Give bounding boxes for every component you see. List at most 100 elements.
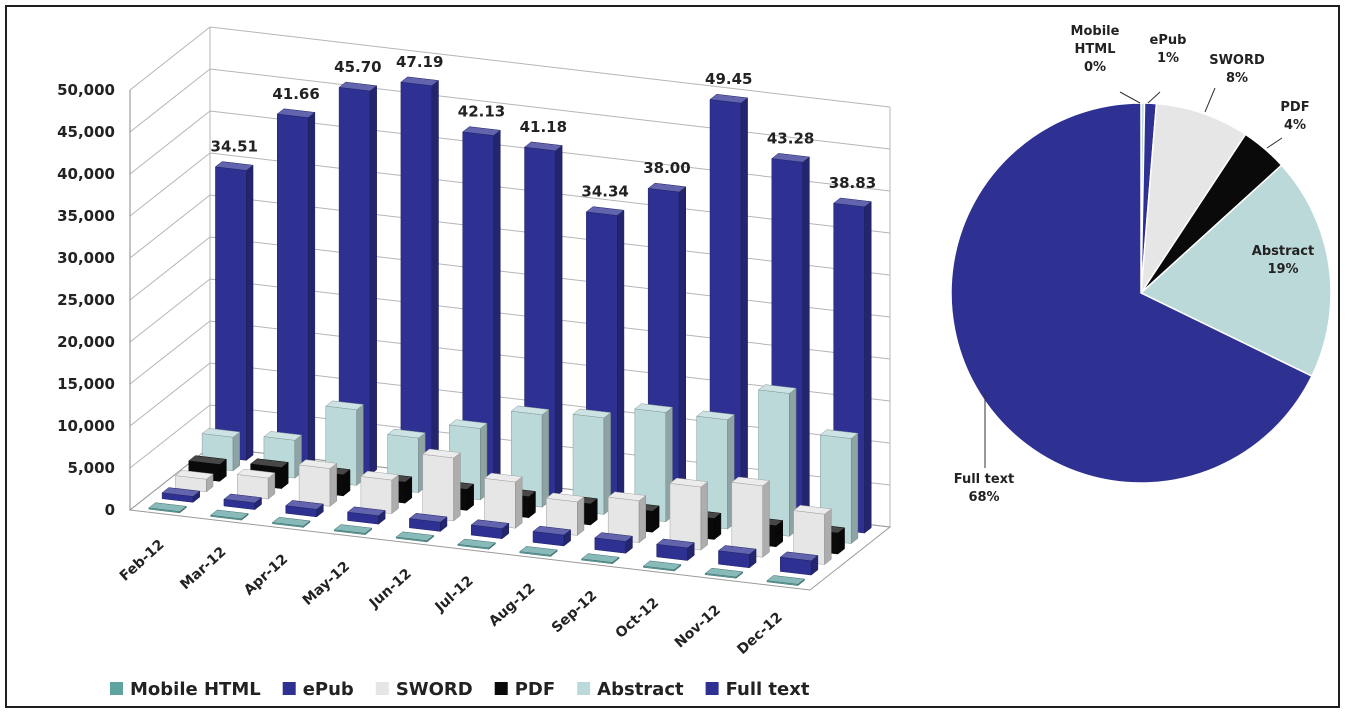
- legend: Mobile HTML ePub SWORD PDF Abstract Full text: [110, 679, 810, 700]
- data-label: 42.13: [458, 103, 505, 121]
- bar: [346, 506, 386, 525]
- bar: [470, 519, 510, 540]
- y-tick-label: 25,000: [57, 291, 115, 309]
- bar: [483, 472, 523, 529]
- bar: [148, 502, 187, 514]
- leader-line: [1266, 137, 1283, 149]
- bar: [360, 470, 400, 515]
- legend-swatch: [282, 682, 296, 695]
- pie-label-text: ePub: [1150, 33, 1187, 48]
- bar: [333, 524, 373, 536]
- y-tick-label: 40,000: [57, 165, 115, 183]
- gridline: [129, 26, 891, 108]
- bar: [285, 500, 324, 518]
- legend-swatch: [110, 682, 123, 695]
- pie-label-text: Full text: [954, 472, 1015, 487]
- bar: [174, 470, 214, 493]
- data-label: 47.19: [396, 53, 443, 71]
- bar: [793, 505, 832, 566]
- bar: [395, 531, 435, 543]
- pie-label: Full text 68%: [954, 393, 1015, 505]
- y-tick-label: 15,000: [57, 375, 115, 393]
- legend-swatch: [577, 682, 591, 695]
- pie-label: SWORD 8%: [1204, 53, 1265, 113]
- pie-slice: [1139, 164, 1332, 378]
- bar-chart-3d: 0 5,000 10,000 15,000 20,000 25,000 30,000 35,0…: [57, 26, 892, 658]
- pie-label-text: 0%: [1084, 60, 1106, 75]
- leader-line: [1119, 91, 1141, 104]
- y-tick-label: 30,000: [57, 249, 115, 267]
- pie-label-text: Mobile: [1071, 24, 1120, 39]
- pie-label-text: 8%: [1226, 71, 1248, 86]
- bar: [223, 493, 263, 511]
- bar: [276, 108, 316, 469]
- legend-label: Mobile HTML: [130, 679, 261, 700]
- bar: [338, 81, 378, 476]
- pie-label-text: 1%: [1157, 51, 1179, 66]
- y-tick-label: 0: [105, 501, 115, 519]
- leader-line: [1204, 87, 1216, 113]
- bar: [457, 538, 497, 550]
- legend-item: ePub: [282, 679, 354, 700]
- bar: [161, 487, 201, 503]
- data-label: 41.18: [520, 118, 567, 136]
- legend-label: PDF: [515, 679, 555, 700]
- legend-label: Full text: [726, 679, 810, 700]
- legend-item: Mobile HTML: [110, 679, 261, 700]
- data-label: 41.66: [272, 85, 319, 103]
- legend-item: SWORD: [375, 679, 473, 700]
- legend-label: ePub: [303, 679, 354, 700]
- x-tick-label: May-12: [300, 559, 353, 609]
- bar: [766, 575, 806, 587]
- floor: [128, 446, 892, 591]
- data-label: 49.45: [705, 70, 752, 88]
- pie-label: ePub 1%: [1147, 33, 1187, 104]
- bar: [209, 509, 249, 521]
- bar: [214, 161, 254, 461]
- x-tick-label: Sep-12: [549, 588, 601, 637]
- pie-label: Mobile HTML 0%: [1071, 24, 1141, 104]
- pie-label-text: HTML: [1075, 42, 1116, 57]
- x-tick-label: Mar-12: [177, 544, 229, 593]
- bar: [519, 546, 558, 557]
- bar: [298, 459, 338, 507]
- bar: [271, 516, 311, 528]
- bar: [594, 532, 634, 554]
- pie-label: PDF 4%: [1266, 100, 1310, 149]
- legend-item: Abstract: [577, 679, 684, 700]
- bar: [532, 525, 572, 547]
- legend-item: Full text: [705, 679, 810, 700]
- data-label: 34.34: [581, 183, 628, 201]
- y-tick-label: 50,000: [57, 81, 115, 99]
- y-tick-label: 35,000: [57, 207, 115, 225]
- legend-label: Abstract: [597, 679, 684, 700]
- bar: [408, 513, 448, 532]
- y-tick-label: 10,000: [57, 417, 115, 435]
- bar: [422, 448, 461, 522]
- leader-line: [1147, 91, 1161, 104]
- legend-swatch: [375, 682, 389, 695]
- pie-label-text: Abstract: [1252, 244, 1314, 259]
- legend-label: SWORD: [396, 679, 473, 700]
- pie-chart: Mobile HTML 0% ePub 1% SWORD 8% PDF 4% Abstract 19…: [950, 24, 1332, 505]
- x-tick-label: Aug-12: [486, 580, 538, 629]
- bar: [717, 545, 757, 569]
- data-label: 34.51: [211, 138, 258, 156]
- pie-label: Abstract 19%: [1252, 244, 1314, 277]
- pie-slice: [950, 102, 1313, 484]
- x-tick-label: Oct-12: [613, 595, 662, 642]
- bar: [236, 468, 276, 500]
- data-label: 38.83: [829, 174, 876, 192]
- legend-swatch: [705, 682, 719, 695]
- y-tick-label: 5,000: [68, 459, 115, 477]
- legend-swatch: [494, 682, 508, 695]
- x-tick-label: Jul-12: [432, 573, 477, 616]
- pie-label-text: 19%: [1267, 262, 1298, 277]
- pie-label-text: 68%: [968, 490, 999, 505]
- bar: [545, 492, 585, 536]
- bar: [462, 126, 501, 490]
- pie-label-text: SWORD: [1209, 53, 1265, 68]
- bar: [580, 553, 620, 565]
- x-tick-label: Dec-12: [734, 609, 785, 658]
